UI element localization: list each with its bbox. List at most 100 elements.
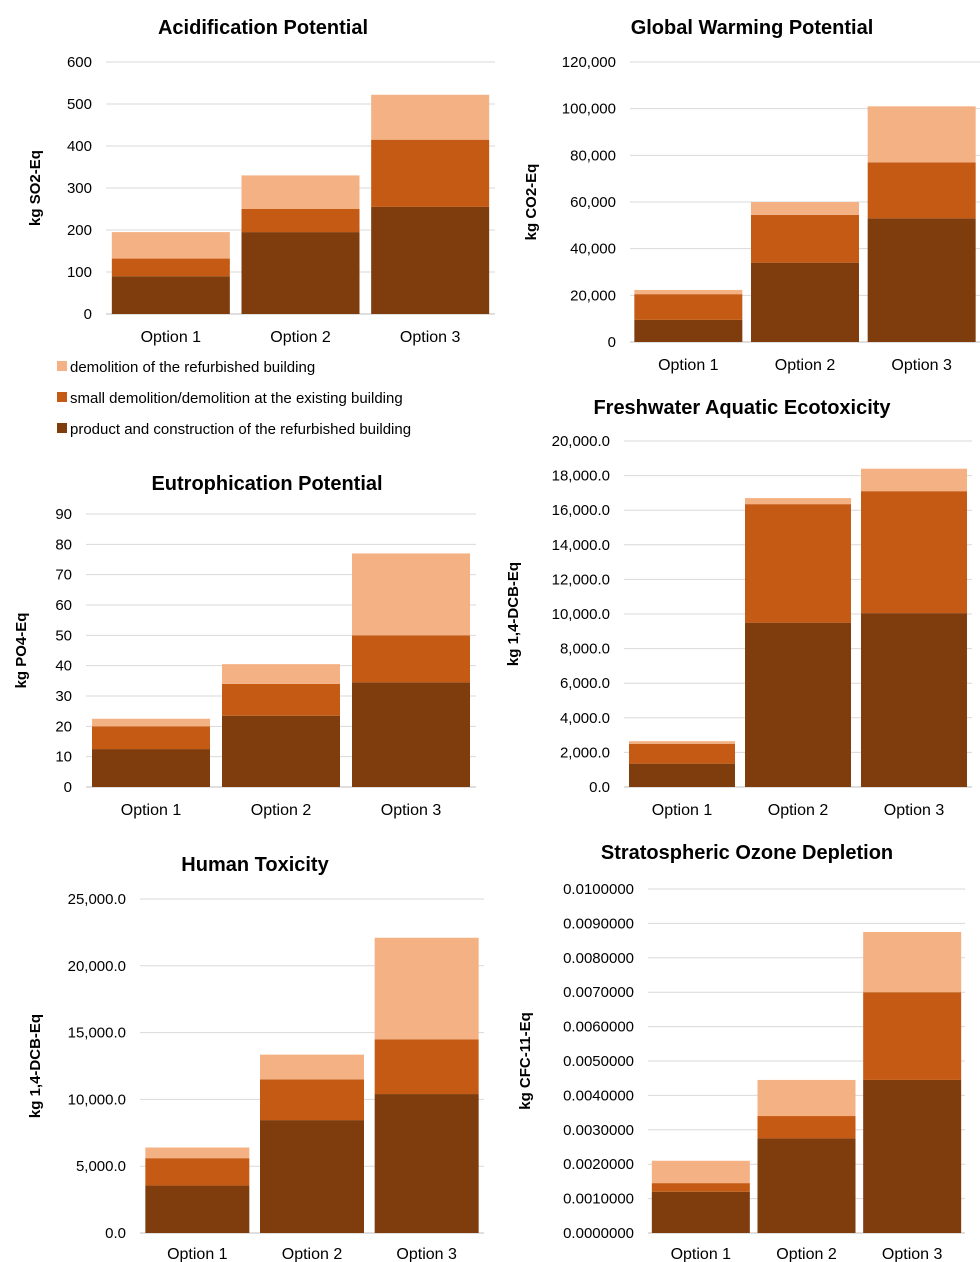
- legend-item-label: small demolition/demolition at the exist…: [70, 390, 403, 407]
- x-category-label: Option 2: [251, 802, 312, 819]
- chart-gwp: Global Warming Potential kg CO2-Eq 0 20,000…: [523, 17, 980, 374]
- x-category-label: Option 1: [671, 1246, 732, 1262]
- bar-segment: [863, 992, 962, 1080]
- x-category-label: Option 2: [768, 802, 829, 819]
- x-category-label: Option 3: [882, 1246, 943, 1262]
- bar-segment: [111, 232, 230, 259]
- x-category-label: Option 2: [776, 1246, 837, 1262]
- bar-segment: [241, 209, 360, 233]
- bar-segment: [861, 468, 967, 492]
- y-tick-label: 80,000: [570, 147, 616, 164]
- y-tick-label: 80: [55, 536, 72, 553]
- chart-eutrophication: Eutrophication Potential kg PO4-Eq 0 10 20 30…: [13, 473, 476, 819]
- chart-ozone: Stratospheric Ozone Depletion kg CFC-11-E…: [517, 842, 965, 1262]
- x-category-label: Option 1: [167, 1246, 228, 1262]
- bar-segment: [260, 1120, 364, 1233]
- legend-swatch: [57, 423, 67, 433]
- bar-segment: [145, 1147, 250, 1159]
- bar-segment: [867, 162, 976, 219]
- bar-segment: [371, 206, 490, 314]
- y-tick-label: 0.0: [105, 1225, 126, 1242]
- y-tick-label: 30: [55, 688, 72, 705]
- x-category-label: Option 3: [381, 802, 442, 819]
- bar-segment: [751, 202, 859, 215]
- y-tick-label: 14,000.0: [552, 537, 610, 554]
- x-category-label: Option 3: [400, 329, 461, 346]
- bar-segment: [757, 1116, 856, 1139]
- y-tick-label: 0.0020000: [563, 1156, 634, 1173]
- chart-title: Freshwater Aquatic Ecotoxicity: [593, 397, 891, 419]
- bar-segment: [374, 1039, 479, 1095]
- bar-segment: [241, 175, 360, 209]
- bar-segment: [629, 741, 735, 744]
- y-axis-label: kg SO2-Eq: [27, 150, 44, 226]
- y-tick-label: 6,000.0: [560, 675, 610, 692]
- y-tick-label: 0.0050000: [563, 1053, 634, 1070]
- y-tick-label: 0.0000000: [563, 1225, 634, 1242]
- y-tick-label: 0: [64, 779, 72, 796]
- y-tick-label: 10: [55, 749, 72, 766]
- bar-segment: [352, 682, 470, 787]
- bar-segment: [867, 106, 976, 163]
- x-category-label: Option 1: [121, 802, 182, 819]
- y-tick-label: 20: [55, 718, 72, 735]
- bar-segment: [751, 214, 859, 263]
- y-tick-label: 4,000.0: [560, 710, 610, 727]
- bar-segment: [92, 749, 210, 787]
- chart-human: Human Toxicity kg 1,4-DCB-Eq 0.0 5,000.0 10,…: [27, 854, 484, 1262]
- bar-segment: [861, 491, 967, 614]
- x-category-label: Option 3: [891, 357, 952, 374]
- bar-segment: [629, 743, 735, 764]
- y-tick-label: 0.0100000: [563, 881, 634, 898]
- y-tick-label: 0: [608, 334, 616, 351]
- x-category-label: Option 3: [884, 802, 945, 819]
- y-tick-label: 50: [55, 627, 72, 644]
- y-tick-label: 60: [55, 597, 72, 614]
- legend: demolition of the refurbished building sm…: [57, 359, 411, 438]
- bar-segment: [374, 1094, 479, 1233]
- y-tick-label: 10,000.0: [68, 1091, 126, 1108]
- y-axis-label: kg PO4-Eq: [13, 613, 30, 689]
- y-tick-label: 0.0040000: [563, 1087, 634, 1104]
- legend-item-label: demolition of the refurbished building: [70, 359, 315, 376]
- bar-segment: [222, 664, 340, 684]
- y-tick-label: 20,000.0: [552, 433, 610, 450]
- y-tick-label: 5,000.0: [76, 1158, 126, 1175]
- bar-segment: [145, 1185, 250, 1233]
- bar-segment: [751, 262, 859, 342]
- y-tick-label: 16,000.0: [552, 502, 610, 519]
- y-tick-label: 10,000.0: [552, 606, 610, 623]
- y-tick-label: 0.0090000: [563, 915, 634, 932]
- legend-swatch: [57, 392, 67, 402]
- bar-segment: [629, 763, 735, 787]
- x-category-label: Option 2: [270, 329, 331, 346]
- bar-segment: [745, 498, 851, 505]
- y-tick-label: 0.0070000: [563, 984, 634, 1001]
- bar-segment: [371, 139, 490, 207]
- bar-segment: [861, 613, 967, 787]
- y-tick-label: 70: [55, 567, 72, 584]
- y-tick-label: 600: [67, 54, 92, 71]
- y-tick-label: 0.0080000: [563, 950, 634, 967]
- bar-segment: [260, 1079, 364, 1121]
- bar-segment: [111, 258, 230, 277]
- y-tick-label: 90: [55, 506, 72, 523]
- y-tick-label: 120,000: [562, 54, 616, 71]
- bar-segment: [241, 232, 360, 314]
- y-axis-label: kg 1,4-DCB-Eq: [27, 1014, 44, 1118]
- x-category-label: Option 3: [396, 1246, 457, 1262]
- bar-segment: [260, 1054, 364, 1080]
- chart-title: Global Warming Potential: [631, 17, 874, 39]
- y-tick-label: 60,000: [570, 194, 616, 211]
- bar-segment: [863, 1079, 962, 1233]
- y-tick-label: 0.0010000: [563, 1191, 634, 1208]
- y-tick-label: 300: [67, 180, 92, 197]
- bar-segment: [222, 715, 340, 787]
- y-axis-label: kg CFC-11-Eq: [517, 1012, 534, 1110]
- bar-segment: [222, 683, 340, 716]
- y-tick-label: 400: [67, 138, 92, 155]
- y-tick-label: 12,000.0: [552, 571, 610, 588]
- y-tick-label: 0.0: [589, 779, 610, 796]
- y-tick-label: 0.0030000: [563, 1122, 634, 1139]
- y-tick-label: 0.0060000: [563, 1019, 634, 1036]
